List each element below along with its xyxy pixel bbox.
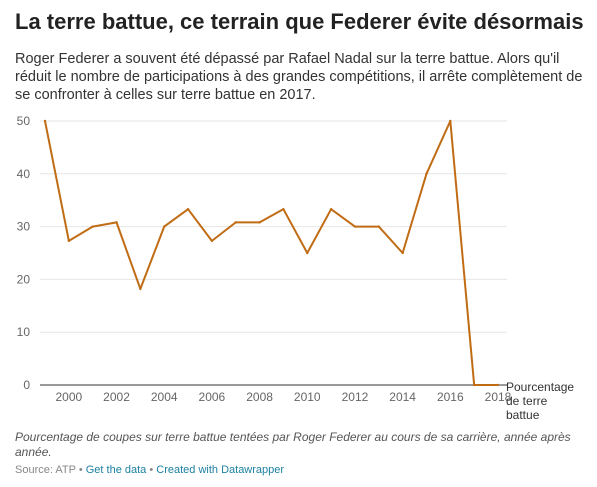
x-tick-label: 2004 [151, 390, 178, 404]
x-tick-label: 2008 [246, 390, 273, 404]
series-end-label: de terre [506, 394, 548, 408]
y-tick-label: 30 [17, 220, 31, 234]
x-tick-label: 2012 [342, 390, 369, 404]
x-tick-label: 2018 [485, 390, 512, 404]
series-end-label: battue [506, 408, 540, 422]
data-point [210, 239, 214, 243]
data-point [234, 221, 237, 224]
data-point [401, 251, 404, 255]
data-point [139, 287, 142, 291]
y-tick-label: 20 [17, 272, 31, 286]
data-point [306, 251, 309, 255]
data-point [67, 239, 71, 243]
data-point [353, 225, 357, 228]
data-point [258, 221, 261, 224]
data-point [163, 225, 166, 228]
y-tick-label: 0 [23, 378, 30, 392]
x-tick-label: 2000 [55, 390, 82, 404]
y-tick-label: 10 [17, 325, 31, 339]
data-point [186, 207, 190, 211]
grid-lines [40, 120, 507, 386]
separator: • [149, 464, 154, 476]
y-tick-label: 40 [17, 167, 31, 181]
data-point [449, 119, 452, 123]
data-point [496, 383, 500, 387]
x-axis-ticks: 2000 2002 2004 2006 2008 2010 2012 2014 2016 2018 [55, 390, 511, 404]
series-line [44, 120, 499, 386]
data-point [377, 225, 380, 228]
x-tick-label: 2010 [294, 390, 321, 404]
x-tick-label: 2016 [437, 390, 464, 404]
data-point [43, 119, 47, 123]
data-point [115, 221, 118, 224]
y-tick-label: 50 [17, 114, 31, 128]
separator: • [78, 464, 83, 476]
data-point [282, 207, 285, 211]
get-data-link[interactable]: Get the data [85, 464, 147, 476]
data-point [329, 207, 333, 211]
data-point [91, 225, 94, 228]
y-axis-ticks: 0 10 20 30 40 50 [17, 114, 31, 392]
x-tick-label: 2002 [103, 390, 130, 404]
chart-subtitle: Roger Federer a souvent été dépassé par … [15, 51, 583, 103]
data-point [425, 172, 428, 175]
series-layer [43, 119, 500, 387]
created-with-link[interactable]: Created with Datawrapper [156, 464, 285, 476]
data-point [472, 383, 476, 387]
x-tick-label: 2014 [389, 390, 416, 404]
chart-title: La terre battue, ce terrain que Federer … [15, 9, 584, 34]
series-end-label: Pourcentage [506, 380, 574, 394]
chart-description: Pourcentage de coupes sur terre battue t… [15, 430, 571, 459]
x-tick-label: 2006 [199, 390, 226, 404]
chart-footer: Source: ATP • Get the data • Created wit… [15, 464, 284, 476]
source-text: Source: ATP [15, 464, 76, 476]
